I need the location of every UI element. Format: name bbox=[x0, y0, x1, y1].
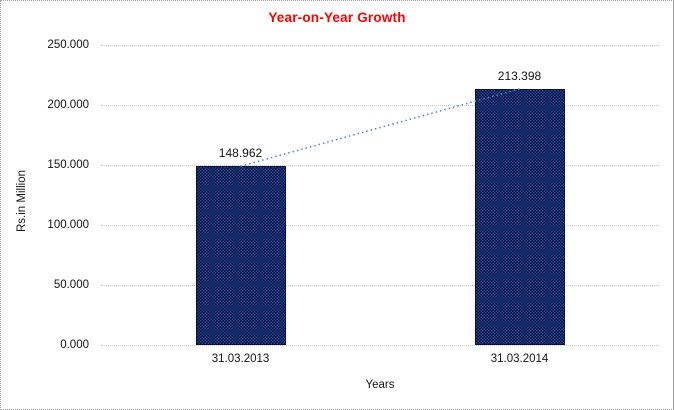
gridline bbox=[101, 105, 659, 106]
value-label: 148.962 bbox=[218, 146, 263, 161]
gridline bbox=[101, 285, 659, 286]
gridline bbox=[101, 225, 659, 226]
chart-title: Year-on-Year Growth bbox=[268, 10, 406, 25]
y-tick-label: 250.000 bbox=[47, 38, 89, 51]
trendline bbox=[240, 88, 520, 167]
x-tick-label: 31.03.2014 bbox=[490, 353, 549, 365]
plot-area: 148.962 213.398 bbox=[101, 45, 659, 346]
y-tick-label: 50.000 bbox=[53, 278, 89, 291]
y-tick-label: 150.000 bbox=[47, 158, 89, 171]
gridline bbox=[101, 45, 659, 46]
bar-31.03.2013 bbox=[195, 166, 286, 345]
y-tick-label: 100.000 bbox=[47, 218, 89, 231]
bar-31.03.2014 bbox=[474, 88, 565, 345]
gridline bbox=[101, 345, 659, 346]
y-tick-label: 0.000 bbox=[60, 338, 89, 351]
x-axis-title: Years bbox=[365, 379, 395, 391]
x-tick-label: 31.03.2013 bbox=[211, 353, 270, 365]
y-tick-label: 200.000 bbox=[47, 98, 89, 111]
value-label: 213.398 bbox=[497, 68, 542, 83]
gridline bbox=[101, 165, 659, 166]
